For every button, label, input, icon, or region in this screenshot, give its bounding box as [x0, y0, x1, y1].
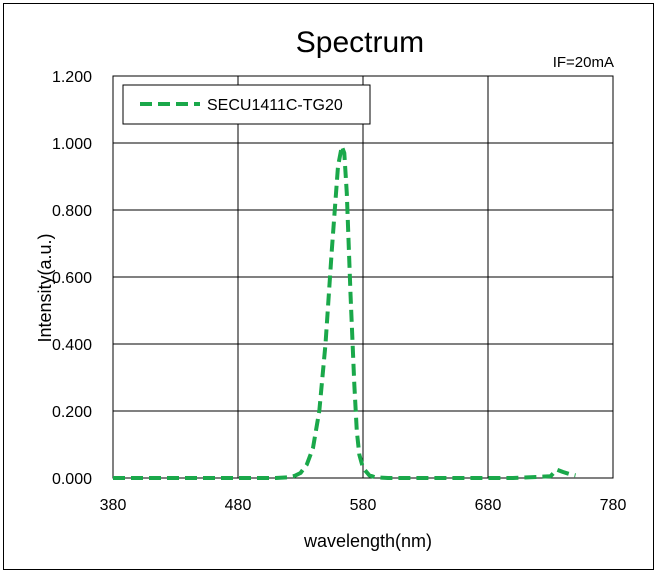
legend: SECU1411C-TG20	[122, 84, 371, 125]
chart-title: Spectrum	[296, 26, 424, 59]
x-tick-label: 480	[225, 497, 252, 514]
y-axis-label: Intensity(a.u.)	[35, 233, 55, 342]
x-tick-label: 380	[100, 497, 127, 514]
legend-label: SECU1411C-TG20	[207, 97, 343, 114]
tick-labels: 380 480 580 680 780 0.000 0.200 0.400 0.600 0.800…	[52, 69, 626, 514]
y-tick-label: 0.600	[52, 270, 92, 287]
y-tick-label: 0.000	[52, 471, 92, 488]
series-line-secu1411c-tg20	[113, 144, 576, 480]
y-tick-label: 0.200	[52, 404, 92, 421]
x-tick-label: 580	[350, 497, 377, 514]
y-tick-label: 0.400	[52, 337, 92, 354]
plot-area-border	[112, 75, 614, 479]
y-tick-label: 0.800	[52, 203, 92, 220]
grid-lines	[113, 76, 613, 478]
y-tick-label: 1.000	[52, 136, 92, 153]
x-tick-label: 780	[600, 497, 627, 514]
x-tick-label: 680	[475, 497, 502, 514]
y-tick-label: 1.200	[52, 69, 92, 86]
legend-box	[122, 84, 371, 125]
x-axis-label: wavelength(nm)	[303, 531, 432, 551]
condition-annotation: IF=20mA	[553, 54, 614, 71]
